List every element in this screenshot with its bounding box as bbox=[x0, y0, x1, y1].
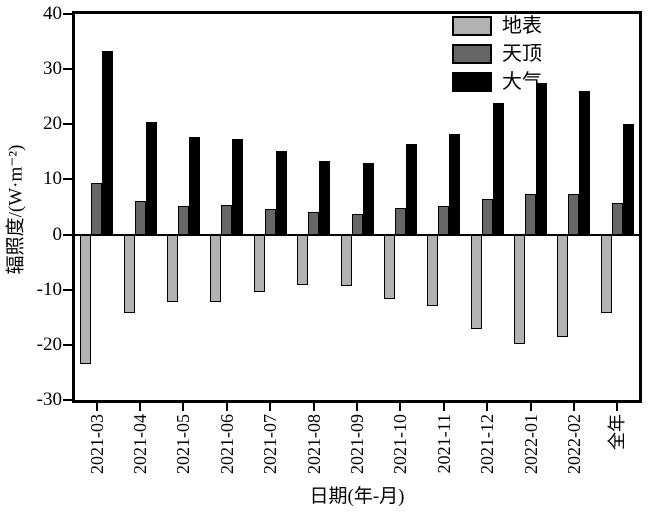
legend-row-surface: 地表 bbox=[452, 14, 542, 38]
bar-天顶-2021-07 bbox=[264, 209, 276, 235]
bar-地表-全年 bbox=[600, 234, 612, 313]
x-tick bbox=[572, 403, 575, 411]
y-tick-label: 20 bbox=[43, 113, 62, 135]
bar-大气-全年 bbox=[622, 123, 634, 235]
bar-大气-2021-09 bbox=[362, 162, 374, 235]
bar-大气-2021-11 bbox=[449, 134, 461, 235]
x-tick bbox=[269, 403, 272, 411]
bar-地表-2021-09 bbox=[340, 234, 352, 286]
y-tick bbox=[63, 399, 72, 401]
y-tick bbox=[63, 13, 72, 15]
legend: 地表 天顶 大气 bbox=[452, 14, 542, 98]
bar-地表-2021-06 bbox=[210, 234, 222, 302]
y-tick-label: -20 bbox=[36, 333, 62, 355]
x-tick bbox=[139, 403, 142, 411]
y-tick-label: 30 bbox=[43, 58, 62, 80]
x-tick bbox=[442, 403, 445, 411]
bar-大气-2021-05 bbox=[188, 136, 200, 235]
bar-天顶-全年 bbox=[611, 202, 623, 235]
bar-天顶-2021-06 bbox=[221, 205, 233, 235]
legend-swatch-zenith bbox=[452, 44, 492, 64]
x-tick bbox=[312, 403, 315, 411]
bar-地表-2021-05 bbox=[166, 234, 178, 303]
x-axis-title: 日期(年-月) bbox=[309, 486, 405, 507]
bar-地表-2021-10 bbox=[383, 234, 395, 300]
bar-天顶-2021-04 bbox=[134, 200, 146, 235]
bar-天顶-2021-12 bbox=[481, 198, 493, 235]
bar-地表-2021-08 bbox=[297, 234, 309, 285]
x-tick bbox=[225, 403, 228, 411]
bar-天顶-2021-03 bbox=[91, 182, 103, 235]
bar-大气-2022-02 bbox=[579, 90, 591, 235]
x-tick bbox=[182, 403, 185, 411]
y-tick-label: -10 bbox=[36, 278, 62, 300]
y-tick bbox=[63, 233, 72, 236]
bar-大气-2021-08 bbox=[319, 161, 331, 235]
legend-row-atmosphere: 大气 bbox=[452, 70, 542, 94]
y-tick bbox=[63, 68, 72, 71]
bar-天顶-2021-10 bbox=[394, 208, 406, 235]
legend-swatch-surface bbox=[452, 16, 492, 36]
plot-canvas bbox=[75, 14, 639, 400]
y-tick-label: 40 bbox=[43, 3, 62, 24]
bar-天顶-2021-11 bbox=[438, 206, 450, 235]
y-tick-label: 10 bbox=[43, 168, 62, 190]
y-tick-label: -30 bbox=[36, 389, 62, 410]
bar-天顶-2022-02 bbox=[568, 193, 580, 235]
bar-地表-2022-02 bbox=[557, 234, 569, 337]
legend-label-surface: 地表 bbox=[502, 15, 542, 37]
legend-row-zenith: 天顶 bbox=[452, 42, 542, 66]
bar-大气-2021-03 bbox=[102, 51, 114, 235]
legend-swatch-atmosphere bbox=[452, 72, 492, 92]
y-tick bbox=[63, 178, 72, 181]
y-tick bbox=[63, 123, 72, 126]
bar-天顶-2021-05 bbox=[177, 205, 189, 235]
bar-天顶-2021-09 bbox=[351, 214, 363, 235]
bar-地表-2021-11 bbox=[427, 234, 439, 307]
y-tick bbox=[63, 343, 72, 346]
bar-地表-2021-04 bbox=[123, 234, 135, 314]
legend-label-atmosphere: 大气 bbox=[502, 71, 542, 93]
bar-大气-2021-06 bbox=[232, 138, 244, 235]
y-tick-label: 0 bbox=[52, 223, 63, 245]
bar-大气-2021-12 bbox=[492, 102, 504, 235]
x-tick bbox=[356, 403, 358, 411]
x-tick bbox=[486, 403, 489, 411]
bar-天顶-2021-08 bbox=[308, 211, 320, 235]
plot-area bbox=[72, 11, 642, 403]
bar-天顶-2022-01 bbox=[525, 193, 537, 235]
x-tick bbox=[95, 403, 98, 411]
bar-大气-2021-04 bbox=[145, 122, 157, 235]
bar-大气-2021-10 bbox=[405, 143, 417, 235]
x-tick bbox=[529, 403, 532, 411]
bar-大气-2022-01 bbox=[536, 82, 548, 235]
x-tick bbox=[616, 403, 619, 411]
y-tick bbox=[63, 288, 72, 291]
bar-大气-2021-07 bbox=[275, 151, 287, 235]
bar-地表-2021-12 bbox=[470, 234, 482, 329]
bar-地表-2021-03 bbox=[80, 234, 92, 365]
x-tick bbox=[399, 403, 402, 411]
legend-label-zenith: 天顶 bbox=[502, 43, 542, 65]
bar-地表-2021-07 bbox=[253, 234, 265, 292]
zero-baseline bbox=[75, 233, 639, 236]
bar-地表-2022-01 bbox=[514, 234, 526, 345]
